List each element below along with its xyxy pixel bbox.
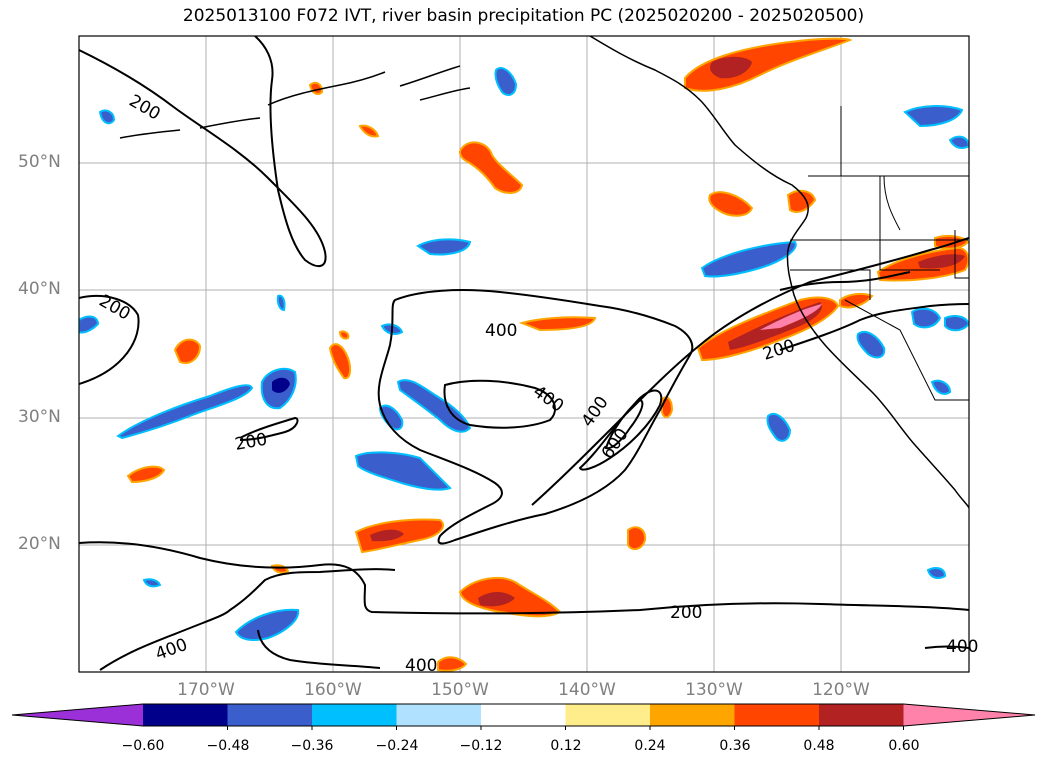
- colorbar-tick-label: −0.60: [121, 738, 165, 754]
- colorbar-segment: [734, 704, 820, 726]
- anomaly-patch: [930, 379, 952, 395]
- anomaly-patch: [910, 307, 942, 329]
- anomaly-patch: [903, 105, 964, 128]
- anomaly-patch: [173, 338, 202, 364]
- anomaly-patch: [276, 294, 286, 312]
- anomaly-patch: [918, 254, 965, 269]
- anomaly-patch: [627, 526, 647, 551]
- lat-label-20n: 20°N: [18, 534, 61, 554]
- anomaly-patch: [944, 315, 969, 332]
- colorbar-tick-label: 0.36: [719, 738, 751, 754]
- colorbar-segment: [312, 704, 397, 726]
- lon-label-140w: 140°W: [558, 680, 616, 700]
- anomaly-patch: [358, 124, 380, 138]
- political-boundaries: [790, 106, 969, 401]
- colorbar: [11, 703, 1036, 730]
- anomaly-patch: [98, 109, 116, 125]
- colorbar-extend-high: [903, 704, 1035, 726]
- anomaly-patch: [370, 529, 404, 542]
- lon-label-170w: 170°W: [177, 680, 235, 700]
- lon-label-160w: 160°W: [304, 680, 362, 700]
- anomaly-patch: [126, 465, 166, 484]
- anomaly-patch: [142, 578, 162, 588]
- anomaly-patch: [459, 141, 524, 194]
- colorbar-segment: [227, 704, 313, 726]
- map-title: 2025013100 F072 IVT, river basin precipi…: [182, 6, 865, 26]
- anomaly-patch: [416, 238, 472, 256]
- map-frame: [79, 36, 969, 672]
- colorbar-segment: [143, 704, 228, 726]
- colorbar-tick-label: 0.12: [550, 738, 582, 754]
- anomaly-patch: [338, 330, 350, 340]
- colorbar-tick-label: −0.12: [459, 738, 503, 754]
- colorbar-segment: [819, 704, 904, 726]
- anomaly-patch: [478, 592, 515, 607]
- anomaly-patch: [661, 396, 674, 418]
- anomaly-patch: [396, 379, 472, 433]
- lat-label-30n: 30°N: [18, 407, 61, 427]
- contour-label: 400: [405, 656, 437, 676]
- colorbar-segment: [565, 704, 651, 726]
- anomaly-patch: [234, 608, 300, 641]
- anomaly-patch: [708, 191, 754, 217]
- anomaly-patch: [437, 656, 468, 672]
- anomaly-patch: [856, 330, 886, 359]
- anomaly-patch: [700, 240, 797, 278]
- anomaly-patch: [116, 384, 254, 440]
- colorbar-segment: [650, 704, 735, 726]
- colorbar-tick-label: −0.24: [375, 738, 419, 754]
- lon-label-150w: 150°W: [431, 680, 489, 700]
- anomaly-patch: [926, 567, 947, 579]
- anomaly-patch: [710, 56, 752, 79]
- anomaly-patch: [948, 135, 969, 149]
- anomaly-patch: [328, 343, 352, 380]
- anomaly-patch: [79, 315, 100, 334]
- colorbar-tick-label: −0.48: [206, 738, 250, 754]
- lat-label-50n: 50°N: [18, 152, 61, 172]
- anomaly-patch: [766, 412, 792, 442]
- colorbar-tick-label: −0.36: [290, 738, 334, 754]
- anomaly-patch: [378, 404, 404, 431]
- lon-label-120w: 120°W: [812, 680, 870, 700]
- colorbar-segment: [396, 704, 482, 726]
- colorbar-tick-label: 0.60: [888, 738, 920, 754]
- contour-label: 400: [946, 637, 978, 657]
- contour-label: 200: [670, 603, 702, 623]
- negative-anomaly-regions: [79, 66, 969, 641]
- anomaly-patch: [494, 66, 518, 97]
- colorbar-outline: [11, 703, 1036, 727]
- colorbar-segment: [481, 704, 566, 726]
- anomaly-patch: [839, 292, 874, 309]
- anomaly-patch: [272, 377, 290, 393]
- anomaly-patch: [518, 316, 597, 332]
- colorbar-tick-label: 0.24: [634, 738, 666, 754]
- contour-label: 400: [485, 321, 517, 341]
- colorbar-extend-low: [12, 704, 143, 726]
- colorbar-tick-label: 0.48: [803, 738, 835, 754]
- coastlines: [119, 36, 969, 509]
- anomaly-patch: [354, 451, 452, 491]
- lat-label-40n: 40°N: [18, 279, 61, 299]
- ivt-contours: [79, 36, 969, 671]
- lon-label-130w: 130°W: [685, 680, 743, 700]
- anomaly-patch: [760, 304, 822, 330]
